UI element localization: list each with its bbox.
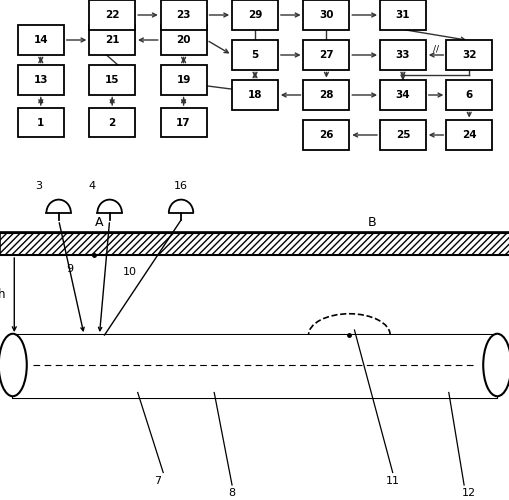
Text: 29: 29	[247, 10, 262, 20]
Bar	[160, 66, 206, 94]
Text: 6: 6	[465, 90, 472, 100]
Bar	[445, 40, 491, 70]
Bar	[89, 108, 135, 137]
Text: 23: 23	[176, 10, 190, 20]
Text: 12: 12	[461, 488, 475, 498]
Text: 9: 9	[66, 264, 73, 274]
Text: 33: 33	[395, 50, 409, 60]
Text: 7: 7	[154, 476, 161, 486]
Bar	[160, 26, 206, 54]
Bar	[18, 66, 64, 94]
Bar	[379, 0, 425, 29]
Text: 18: 18	[247, 90, 262, 100]
Bar	[303, 80, 349, 110]
Text: 4: 4	[88, 181, 95, 191]
Bar	[303, 0, 349, 29]
Text: 25: 25	[395, 130, 409, 140]
Bar	[379, 40, 425, 70]
Text: //: //	[432, 44, 438, 53]
Text: 31: 31	[395, 10, 409, 20]
Bar	[18, 26, 64, 54]
Text: 8: 8	[228, 488, 235, 498]
Text: 21: 21	[105, 35, 119, 45]
Text: 14: 14	[34, 35, 48, 45]
Text: 22: 22	[105, 10, 119, 20]
Ellipse shape	[483, 334, 509, 396]
Text: 11: 11	[385, 476, 399, 486]
Bar	[160, 0, 206, 29]
Bar	[232, 40, 277, 70]
Text: 1: 1	[37, 118, 44, 128]
Bar	[13, 335, 496, 398]
Bar	[160, 108, 206, 137]
Text: 30: 30	[319, 10, 333, 20]
Bar	[445, 120, 491, 150]
Text: 13: 13	[34, 75, 48, 85]
Text: 2: 2	[108, 118, 116, 128]
Text: 15: 15	[105, 75, 119, 85]
Bar	[89, 66, 135, 94]
Text: 28: 28	[319, 90, 333, 100]
Text: 20: 20	[176, 35, 190, 45]
Text: 34: 34	[395, 90, 409, 100]
Bar	[303, 120, 349, 150]
Text: A: A	[95, 216, 103, 230]
Bar	[232, 0, 277, 29]
Bar	[379, 80, 425, 110]
Bar	[18, 108, 64, 137]
Text: 19: 19	[176, 75, 190, 85]
Text: 16: 16	[174, 181, 188, 191]
Bar	[379, 120, 425, 150]
Bar	[303, 40, 349, 70]
Ellipse shape	[0, 334, 27, 396]
Bar	[0, 232, 509, 255]
Text: 27: 27	[319, 50, 333, 60]
Bar	[89, 0, 135, 29]
Bar	[89, 26, 135, 54]
Text: 24: 24	[461, 130, 475, 140]
Text: h: h	[0, 288, 5, 302]
Bar	[445, 80, 491, 110]
Text: 26: 26	[319, 130, 333, 140]
Bar	[232, 80, 277, 110]
Text: 5: 5	[251, 50, 258, 60]
Text: B: B	[367, 216, 376, 230]
Text: 3: 3	[35, 181, 42, 191]
Text: 10: 10	[122, 267, 136, 277]
Text: 32: 32	[461, 50, 475, 60]
Text: 17: 17	[176, 118, 190, 128]
